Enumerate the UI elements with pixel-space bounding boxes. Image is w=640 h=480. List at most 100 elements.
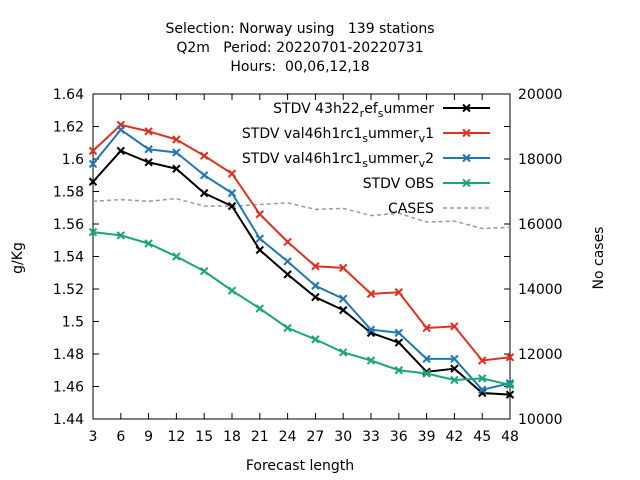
data-point (505, 380, 515, 390)
data-point (283, 270, 292, 279)
data-point (88, 159, 98, 169)
y-tick-label: 1.62 (53, 120, 84, 136)
x-tick-label: 30 (334, 429, 352, 445)
legend-label: STDV val46h1rc1summerv1 (242, 126, 434, 145)
series-line (92, 123, 511, 362)
data-point (144, 158, 153, 167)
data-point (338, 294, 348, 303)
series-4 (92, 197, 511, 230)
data-point (283, 257, 292, 266)
data-point (477, 388, 487, 398)
chart-title-line-2: Q2m Period: 20220701-20220731 (176, 40, 423, 56)
data-point (116, 231, 126, 240)
x-tick-label: 9 (144, 429, 153, 445)
data-point (144, 145, 153, 154)
y-tick-label: 1.5 (62, 315, 84, 331)
data-point (477, 374, 487, 383)
series-3 (88, 227, 515, 390)
legend-label: STDV OBS (363, 176, 434, 192)
y-tick-label: 1.44 (53, 412, 84, 428)
y-tick-label: 1.6 (62, 152, 84, 168)
x-tick-label: 27 (306, 429, 324, 445)
data-point (450, 364, 459, 373)
x-tick-label: 15 (195, 429, 213, 445)
y2-tick-label: 14000 (518, 282, 563, 298)
data-point (366, 325, 376, 334)
legend-entry: STDV OBS (363, 176, 490, 192)
y-axis-label: g/Kg (10, 242, 26, 274)
y-tick-label: 1.48 (53, 347, 84, 363)
data-point (505, 379, 515, 388)
y-tick-label: 1.56 (53, 217, 84, 233)
data-point (477, 356, 487, 365)
data-point (227, 286, 237, 295)
x-tick-label: 24 (279, 429, 297, 445)
data-point (450, 375, 459, 385)
data-point (394, 338, 404, 347)
x-tick-label: 18 (223, 429, 241, 445)
data-point (172, 148, 181, 157)
data-point (450, 354, 459, 364)
data-point (338, 263, 348, 273)
data-point (144, 127, 153, 136)
series-line (92, 231, 511, 386)
x-tick-label: 48 (501, 429, 519, 445)
series-line (92, 197, 511, 230)
x-tick-label: 6 (116, 429, 125, 445)
data-point (338, 348, 348, 357)
legend-entry: STDV val46h1rc1summerv1 (242, 126, 490, 145)
data-point (283, 323, 292, 333)
y2-axis-label: No cases (591, 227, 607, 290)
legend-label: STDV 43h22refsummer (273, 101, 434, 120)
x-tick-label: 45 (473, 429, 491, 445)
series-2 (88, 125, 515, 394)
data-point (116, 125, 126, 134)
data-point (199, 188, 209, 198)
data-point (255, 234, 265, 243)
data-point (144, 239, 153, 248)
data-point (88, 227, 98, 237)
legend: STDV 43h22refsummer STDV val46h1rc1summer… (242, 101, 490, 217)
data-point (311, 262, 320, 271)
data-point (88, 146, 98, 156)
data-point (227, 188, 237, 198)
x-tick-label: 12 (167, 429, 185, 445)
data-point (172, 135, 181, 144)
data-point (422, 323, 431, 333)
x-tick-label: 42 (445, 429, 463, 445)
legend-entry: CASES (388, 201, 490, 217)
x-axis-label: Forecast length (246, 458, 354, 474)
data-point (255, 210, 265, 219)
data-point (366, 356, 376, 365)
chart-title-line-1: Selection: Norway using 139 stations (165, 21, 434, 37)
legend-swatch-marker (462, 178, 471, 188)
y2-axis-ticks: 10000 12000 14000 16000 18000 20000 (504, 87, 563, 428)
y2-tick-label: 12000 (518, 347, 563, 363)
chart-title: Selection: Norway using 139 stations Q2m… (165, 21, 434, 75)
data-point (199, 266, 209, 276)
y2-tick-label: 20000 (518, 87, 563, 103)
y-tick-label: 1.64 (53, 87, 84, 103)
series-line (92, 128, 511, 391)
legend-entry: STDV val46h1rc1summerv2 (242, 151, 490, 170)
legend-label: STDV val46h1rc1summerv2 (242, 151, 434, 170)
legend-swatch-marker (462, 153, 471, 163)
data-point (172, 252, 181, 261)
data-point (255, 245, 265, 255)
data-point (422, 354, 431, 364)
x-tick-label: 36 (390, 429, 408, 445)
data-point (477, 385, 487, 394)
data-point (283, 237, 292, 247)
y2-tick-label: 16000 (518, 217, 563, 233)
x-tick-label: 21 (251, 429, 269, 445)
data-point (311, 281, 320, 290)
data-point (505, 390, 515, 399)
series-1 (88, 120, 515, 365)
y-tick-label: 1.52 (53, 282, 84, 298)
series-layer (88, 120, 515, 399)
data-point (394, 328, 404, 338)
y2-tick-label: 10000 (518, 412, 563, 428)
data-point (227, 169, 237, 178)
x-axis-ticks: 3 6 9 12 15 18 21 24 27 30 33 36 39 42 45 48 (89, 94, 519, 445)
